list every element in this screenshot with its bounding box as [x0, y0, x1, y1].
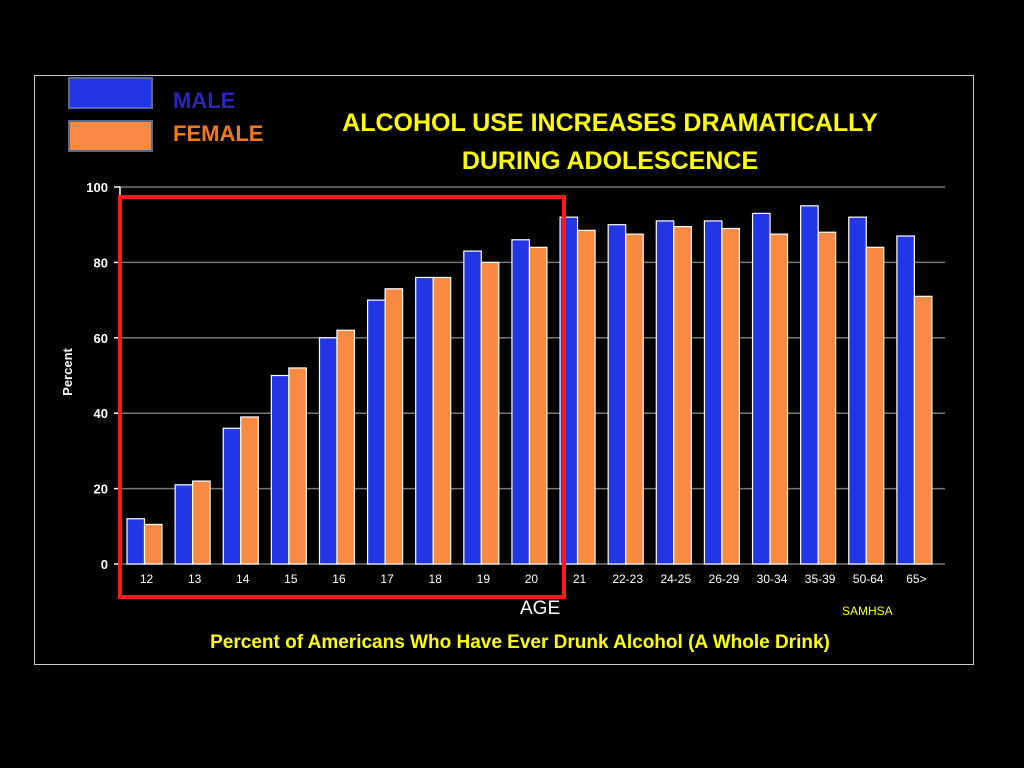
bar-female-20	[528, 246, 548, 565]
bar-female-22-23	[625, 233, 644, 565]
source-credit: SAMHSA	[842, 604, 893, 618]
bar-female-13	[192, 480, 211, 565]
bar-female-30-34	[769, 233, 789, 565]
chart-caption: Percent of Americans Who Have Ever Drunk…	[210, 632, 830, 653]
bar-male-35-39	[800, 205, 819, 565]
adolescence-highlight-box	[118, 195, 566, 599]
x-axis-label: AGE	[520, 598, 561, 619]
y-axis-label: Percent	[60, 347, 75, 395]
bar-female-21	[576, 229, 596, 565]
bars	[126, 205, 933, 565]
y-axis-ticks: 0 20 40 60 80 100	[86, 180, 121, 572]
x-tick-label: 35-39	[805, 572, 836, 586]
bar-female-19	[480, 261, 500, 565]
x-tick-label: 22-23	[612, 572, 643, 586]
x-tick-label: 14	[236, 572, 250, 586]
bar-female-50-64	[865, 246, 885, 565]
y-tick-label: 60	[94, 331, 108, 346]
x-tick-label: 17	[380, 572, 394, 586]
bar-male-24-25	[655, 220, 675, 565]
x-tick-label: 12	[140, 572, 154, 586]
x-tick-label: 50-64	[853, 572, 884, 586]
bar-female-65>	[913, 295, 933, 565]
x-tick-label: 13	[188, 572, 202, 586]
x-axis-ticks: 12 13 14 15 16 17 18 19 20 21 22-23 24-25 26-29 30-34…	[140, 572, 927, 586]
x-tick-label: 15	[284, 572, 298, 586]
y-tick-label: 0	[101, 557, 108, 572]
bar-female-16	[336, 329, 356, 565]
bar-female-12	[143, 523, 163, 565]
x-tick-label: 21	[573, 572, 587, 586]
bar-female-18	[432, 276, 452, 565]
bar-male-65>	[896, 235, 915, 565]
bar-male-26-29	[703, 220, 723, 565]
x-tick-label: 18	[429, 572, 443, 586]
bar-female-15	[288, 367, 307, 565]
y-tick-label: 80	[94, 255, 108, 270]
bar-female-14	[240, 416, 259, 565]
chart-title: ALCOHOL USE INCREASES DRAMATICALLY DURIN…	[290, 104, 930, 180]
x-tick-label: 30-34	[757, 572, 788, 586]
slide-frame	[34, 75, 974, 665]
x-tick-label: 26-29	[709, 572, 740, 586]
chart-title-line1: ALCOHOL USE INCREASES DRAMATICALLY	[342, 109, 878, 137]
y-tick-label: 100	[86, 180, 108, 195]
legend-female-label: FEMALE	[173, 121, 264, 146]
x-tick-label: 19	[477, 572, 491, 586]
bar-male-30-34	[751, 212, 771, 565]
x-tick-label: 24-25	[660, 572, 691, 586]
x-tick-label: 20	[525, 572, 539, 586]
bar-female-17	[384, 288, 404, 565]
legend-female-swatch	[68, 120, 153, 152]
y-tick-label: 40	[94, 406, 108, 421]
legend-male-swatch	[68, 77, 153, 109]
bar-female-35-39	[817, 231, 837, 565]
bar-female-24-25	[673, 225, 692, 565]
y-tick-label: 20	[94, 482, 108, 497]
bar-male-50-64	[848, 216, 867, 565]
x-tick-label: 65>	[906, 572, 926, 586]
legend-male-label: MALE	[173, 88, 236, 113]
chart-title-line2: DURING ADOLESCENCE	[461, 147, 759, 175]
x-tick-label: 16	[332, 572, 346, 586]
bar-male-22-23	[607, 224, 627, 565]
bar-female-26-29	[721, 227, 741, 565]
